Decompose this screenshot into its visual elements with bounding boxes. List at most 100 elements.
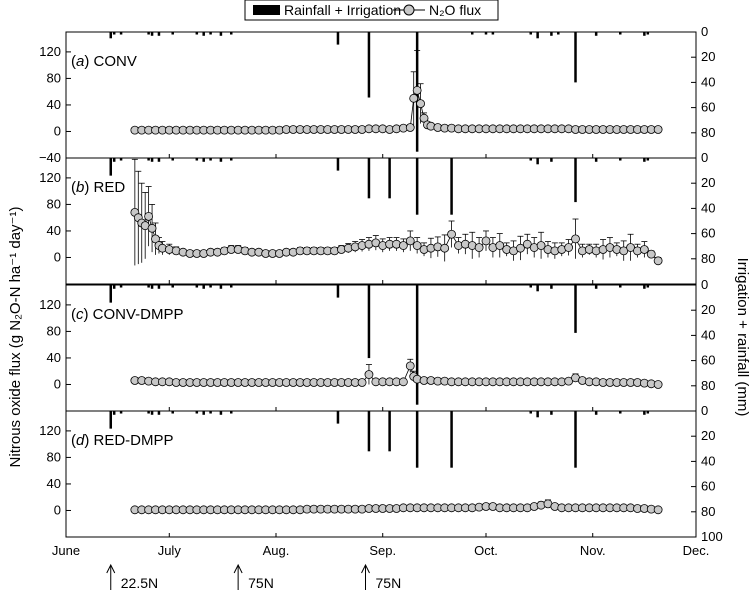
panel-label: (d) RED-DMPP xyxy=(71,432,174,449)
legend-flux-marker xyxy=(403,4,415,16)
rain-bar xyxy=(209,411,212,414)
fertilizer-arrow-head xyxy=(233,563,243,574)
panel-letter: c xyxy=(76,306,84,323)
flux-point xyxy=(495,241,505,250)
legend: Rainfall + Irrigation N₂O flux xyxy=(244,0,499,21)
left-tick-label: 120 xyxy=(39,170,61,185)
rain-bar xyxy=(367,411,371,452)
rain-bar xyxy=(388,411,391,452)
flux-point xyxy=(440,243,450,253)
right-tick-label: 0 xyxy=(701,24,708,39)
rain-bar xyxy=(195,32,199,35)
right-tick-label: 20 xyxy=(701,49,715,64)
flux-point xyxy=(646,249,656,259)
rain-bar xyxy=(195,411,199,414)
rain-bar xyxy=(195,158,199,161)
right-tick-label: 0 xyxy=(701,403,708,418)
fertilizer-label: 75N xyxy=(248,575,274,591)
right-tick-label: 80 xyxy=(701,504,715,519)
rain-bar xyxy=(529,285,533,288)
flux-point xyxy=(564,243,574,252)
right-tick-label: 60 xyxy=(701,353,715,368)
rain-bar xyxy=(529,32,533,35)
rain-bar xyxy=(119,32,123,35)
rain-bar xyxy=(388,158,391,199)
rain-bar xyxy=(219,411,223,415)
right-tick-label: 80 xyxy=(701,251,715,266)
rain-bar xyxy=(147,411,150,414)
panel-name: CONV-DMPP xyxy=(93,306,184,323)
rain-bar xyxy=(147,285,150,288)
panels: −40 0 40 80 120 0 20 40 60 80 (a) CONV 0 40 80 120 0 20 4… xyxy=(39,24,723,544)
rain-bar xyxy=(574,411,577,468)
rain-bar xyxy=(150,158,154,162)
y-left-axis-title: Nitrous oxide flux (g N₂O-N ha⁻¹ day⁻¹) xyxy=(7,207,24,468)
right-tick-label: 40 xyxy=(701,74,715,89)
flux-point xyxy=(405,123,415,132)
right-tick-label: 100 xyxy=(701,529,723,544)
fertilizer-arrow-head xyxy=(361,563,370,574)
rain-bar xyxy=(367,285,371,359)
rain-bar xyxy=(229,411,233,414)
rain-bar xyxy=(119,285,123,288)
month-label: Nov. xyxy=(580,543,606,558)
right-tick-label: 20 xyxy=(701,302,715,317)
flux-point xyxy=(639,245,649,254)
rain-bar xyxy=(643,32,646,36)
rain-bar xyxy=(150,32,154,36)
flux-point xyxy=(409,93,419,103)
panel-letter: b xyxy=(76,179,84,196)
rain-bar xyxy=(157,32,161,36)
rain-bar xyxy=(112,411,116,415)
rain-bar xyxy=(450,158,453,215)
month-label: Sep. xyxy=(369,543,396,558)
rain-bar xyxy=(619,32,622,35)
rain-bar xyxy=(594,158,598,162)
rain-bar xyxy=(484,32,488,35)
panel-c: 0 40 80 120 0 20 40 60 80 (c) CONV-DMPP xyxy=(39,277,715,412)
rain-bar xyxy=(594,285,598,289)
flux-point xyxy=(516,243,525,253)
flux-point xyxy=(653,505,663,515)
rain-bar xyxy=(619,411,622,414)
rain-bar xyxy=(643,411,646,415)
right-tick-label: 0 xyxy=(701,277,708,292)
left-tick-label: 0 xyxy=(54,249,61,264)
rain-bar xyxy=(336,285,340,298)
rain-bar xyxy=(219,285,223,289)
panel-frame xyxy=(65,157,697,285)
left-tick-label: 0 xyxy=(54,376,61,391)
rain-bar xyxy=(229,32,233,35)
rain-bar xyxy=(550,32,553,36)
x-axis: June July Aug. Sep. Oct. Nov. Dec. xyxy=(52,543,709,558)
rain-bar xyxy=(536,158,539,165)
left-tick-label: 80 xyxy=(47,323,61,338)
flux-point xyxy=(405,236,415,246)
rain-bar xyxy=(202,158,205,162)
rain-bar xyxy=(202,411,205,415)
left-tick-label: 80 xyxy=(47,449,61,464)
month-label: Oct. xyxy=(474,543,498,558)
rain-bar xyxy=(147,158,150,161)
rain-bar xyxy=(109,411,113,429)
rain-bar xyxy=(209,285,212,288)
right-tick-label: 20 xyxy=(701,428,715,443)
flux-point xyxy=(416,99,425,109)
rain-bar xyxy=(415,158,419,215)
rain-bar xyxy=(119,411,123,414)
rain-bar xyxy=(557,32,560,35)
legend-rain-label: Rainfall + Irrigation xyxy=(284,2,401,18)
rain-bar xyxy=(367,158,371,199)
rain-bar xyxy=(171,32,174,35)
panel-frame xyxy=(65,284,697,412)
left-tick-label: 0 xyxy=(54,123,61,138)
right-tick-label: 40 xyxy=(701,453,715,468)
rain-bar xyxy=(536,32,539,39)
left-tick-label: 120 xyxy=(39,44,61,59)
fertilizer-label: 22.5N xyxy=(121,575,158,591)
right-tick-label: 60 xyxy=(701,100,715,115)
rain-bar xyxy=(646,32,650,35)
flux-line xyxy=(134,89,659,131)
panel-name: RED xyxy=(94,179,126,196)
right-tick-label: 60 xyxy=(701,479,715,494)
